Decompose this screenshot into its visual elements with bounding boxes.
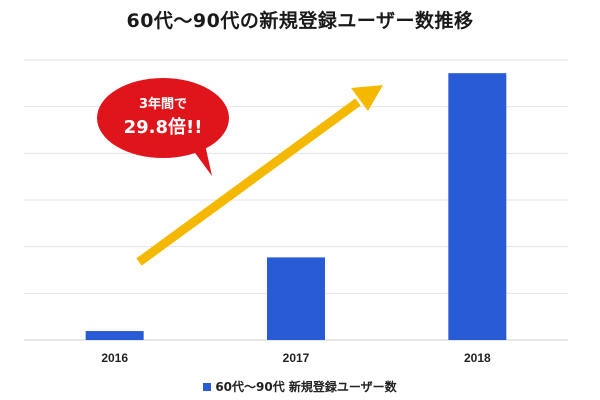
bar-2018	[448, 73, 507, 340]
callout-ellipse	[97, 78, 229, 158]
legend-swatch	[203, 383, 212, 391]
callout-line1: 3年間で	[139, 96, 187, 112]
bar-2017	[267, 257, 325, 340]
x-tick-label-2017: 2017	[283, 351, 310, 365]
legend-label: 60代～90代 新規登録ユーザー数	[215, 380, 397, 394]
callout-tail	[190, 140, 212, 176]
callout-bubble: 3年間で 29.8倍!!	[97, 78, 229, 176]
bar-2016	[85, 331, 144, 340]
callout-line2: 29.8倍!!	[124, 116, 203, 138]
x-tick-label-2016: 2016	[101, 351, 128, 365]
bars	[85, 73, 507, 340]
legend: 60代～90代 新規登録ユーザー数	[0, 378, 600, 395]
x-tick-label-2018: 2018	[464, 351, 491, 365]
trend-arrow-shaft	[136, 98, 361, 266]
chart-title: 60代～90代の新規登録ユーザー数推移	[126, 10, 474, 32]
trend-arrow	[136, 85, 383, 266]
x-axis-ticks: 2016 2017 2018	[101, 351, 491, 365]
trend-arrow-head	[351, 85, 383, 111]
